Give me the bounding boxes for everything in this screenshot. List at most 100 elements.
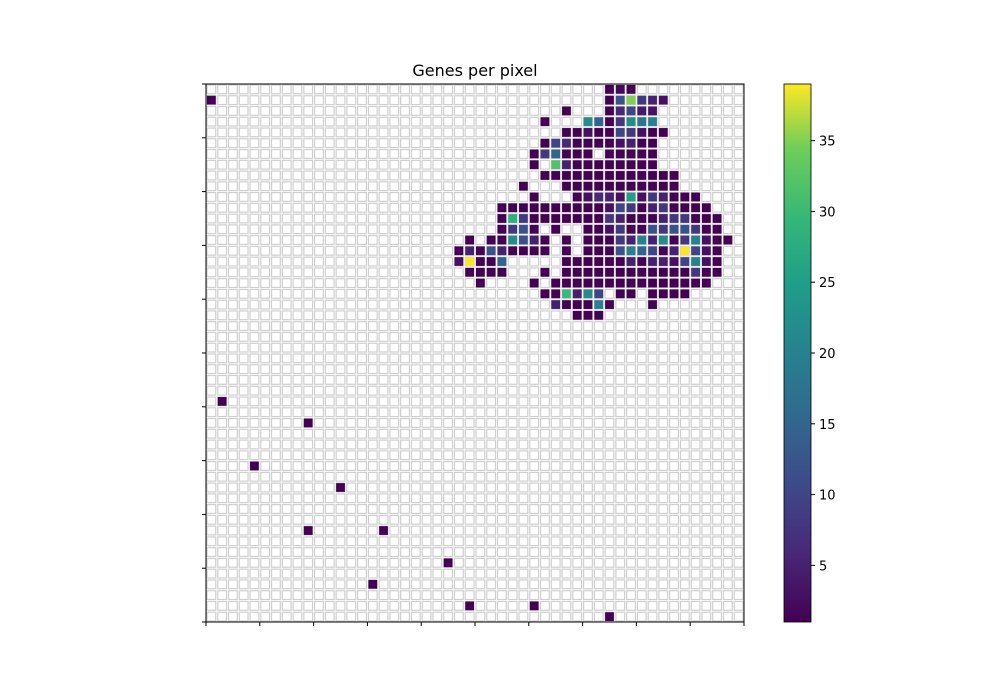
grid-cell <box>303 116 314 127</box>
grid-cell <box>367 202 378 213</box>
grid-cell <box>335 600 346 611</box>
grid-cell <box>367 278 378 289</box>
grid-cell <box>507 428 518 439</box>
heatmap-cell <box>648 160 657 170</box>
grid-cell <box>464 116 475 127</box>
grid-cell <box>346 288 357 299</box>
grid-cell <box>658 385 669 396</box>
heatmap-cell <box>658 128 668 137</box>
heatmap-cell <box>658 235 668 245</box>
grid-cell <box>636 461 647 471</box>
grid-cell <box>464 385 475 396</box>
grid-cell <box>410 557 421 568</box>
grid-cell <box>561 557 572 568</box>
grid-cell <box>443 267 454 278</box>
grid-cell <box>615 557 626 568</box>
grid-cell <box>518 385 529 396</box>
grid-cell <box>669 396 680 407</box>
grid-cell <box>238 148 249 159</box>
grid-cell <box>582 525 593 536</box>
grid-cell <box>346 600 357 611</box>
grid-cell <box>496 374 507 385</box>
heatmap-cell <box>594 235 604 245</box>
grid-cell <box>464 514 475 525</box>
grid-cell <box>357 568 368 579</box>
grid-cell <box>303 493 314 504</box>
grid-cell <box>443 493 454 504</box>
grid-cell <box>475 374 486 385</box>
grid-cell <box>238 417 249 428</box>
grid-cell <box>722 310 733 321</box>
heatmap-cell <box>658 181 668 191</box>
grid-cell <box>367 331 378 342</box>
grid-cell <box>453 181 464 192</box>
grid-cell <box>539 461 550 471</box>
grid-cell <box>658 342 669 353</box>
grid-cell <box>238 504 249 515</box>
grid-cell <box>722 364 733 375</box>
heatmap-cell <box>562 300 571 309</box>
grid-cell <box>679 471 690 482</box>
grid-cell <box>669 84 680 95</box>
grid-cell <box>249 579 260 590</box>
heatmap-cell <box>529 278 539 288</box>
grid-cell <box>679 547 690 558</box>
grid-cell <box>324 299 335 310</box>
grid-cell <box>378 159 389 170</box>
grid-cell <box>389 202 400 213</box>
grid-cell <box>690 536 701 547</box>
grid-cell <box>582 105 593 116</box>
grid-cell <box>260 579 271 590</box>
grid-cell <box>518 127 529 138</box>
grid-cell <box>550 417 561 428</box>
grid-cell <box>346 310 357 321</box>
heatmap-cell <box>250 461 259 471</box>
grid-cell <box>432 288 443 299</box>
heatmap-cell <box>626 289 636 299</box>
grid-cell <box>604 342 615 353</box>
grid-cell <box>733 278 744 289</box>
grid-cell <box>378 245 389 256</box>
grid-cell <box>582 396 593 407</box>
grid-cell <box>464 525 475 536</box>
grid-cell <box>582 482 593 493</box>
grid-cell <box>486 536 497 547</box>
grid-cell <box>539 299 550 310</box>
grid-cell <box>550 385 561 396</box>
grid-cell <box>572 428 583 439</box>
heatmap-cell <box>551 300 561 309</box>
heatmap-cell <box>605 95 614 105</box>
grid-cell <box>486 310 497 321</box>
grid-cell <box>539 579 550 590</box>
grid-cell <box>357 224 368 235</box>
grid-cell <box>281 148 292 159</box>
grid-cell <box>701 525 712 536</box>
grid-cell <box>432 127 443 138</box>
grid-cell <box>346 116 357 127</box>
heatmap-cell <box>615 117 625 127</box>
grid-cell <box>550 557 561 568</box>
heatmap-cell <box>605 149 614 159</box>
grid-cell <box>464 353 475 364</box>
heatmap-cell <box>529 160 539 170</box>
grid-cell <box>712 461 723 471</box>
grid-cell <box>389 471 400 482</box>
grid-cell <box>389 105 400 116</box>
grid-cell <box>314 202 324 213</box>
grid-cell <box>346 235 357 245</box>
heatmap-cell <box>691 224 700 234</box>
grid-cell <box>400 299 411 310</box>
grid-cell <box>357 396 368 407</box>
grid-cell <box>507 385 518 396</box>
grid-cell <box>421 138 432 149</box>
grid-cell <box>539 590 550 601</box>
grid-cell <box>260 385 271 396</box>
grid-cell <box>604 493 615 504</box>
grid-cell <box>324 138 335 149</box>
grid-cell <box>572 536 583 547</box>
grid-cell <box>314 579 324 590</box>
grid-cell <box>400 256 411 267</box>
grid-cell <box>507 536 518 547</box>
grid-cell <box>626 579 637 590</box>
grid-cell <box>260 127 271 138</box>
